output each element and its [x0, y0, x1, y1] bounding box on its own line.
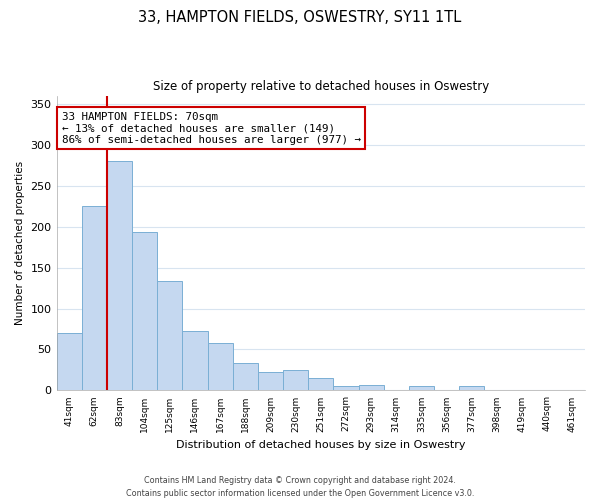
Bar [157, 280, 182, 390]
X-axis label: Distribution of detached houses by size in Oswestry: Distribution of detached houses by size … [176, 440, 466, 450]
Title: Size of property relative to detached houses in Oswestry: Size of property relative to detached ho… [152, 80, 489, 93]
Bar [359, 384, 383, 390]
Bar [334, 386, 359, 390]
Bar [182, 330, 208, 390]
Bar [208, 343, 233, 390]
Y-axis label: Number of detached properties: Number of detached properties [15, 161, 25, 325]
Bar [409, 386, 434, 390]
Bar [107, 161, 132, 390]
Bar [132, 232, 157, 390]
Bar [459, 386, 484, 390]
Text: 33, HAMPTON FIELDS, OSWESTRY, SY11 1TL: 33, HAMPTON FIELDS, OSWESTRY, SY11 1TL [139, 10, 461, 25]
Bar [233, 362, 258, 390]
Bar [56, 333, 82, 390]
Bar [258, 372, 283, 390]
Bar [82, 206, 107, 390]
Text: Contains HM Land Registry data © Crown copyright and database right 2024.
Contai: Contains HM Land Registry data © Crown c… [126, 476, 474, 498]
Bar [308, 378, 334, 390]
Bar [283, 370, 308, 390]
Text: 33 HAMPTON FIELDS: 70sqm
← 13% of detached houses are smaller (149)
86% of semi-: 33 HAMPTON FIELDS: 70sqm ← 13% of detach… [62, 112, 361, 145]
